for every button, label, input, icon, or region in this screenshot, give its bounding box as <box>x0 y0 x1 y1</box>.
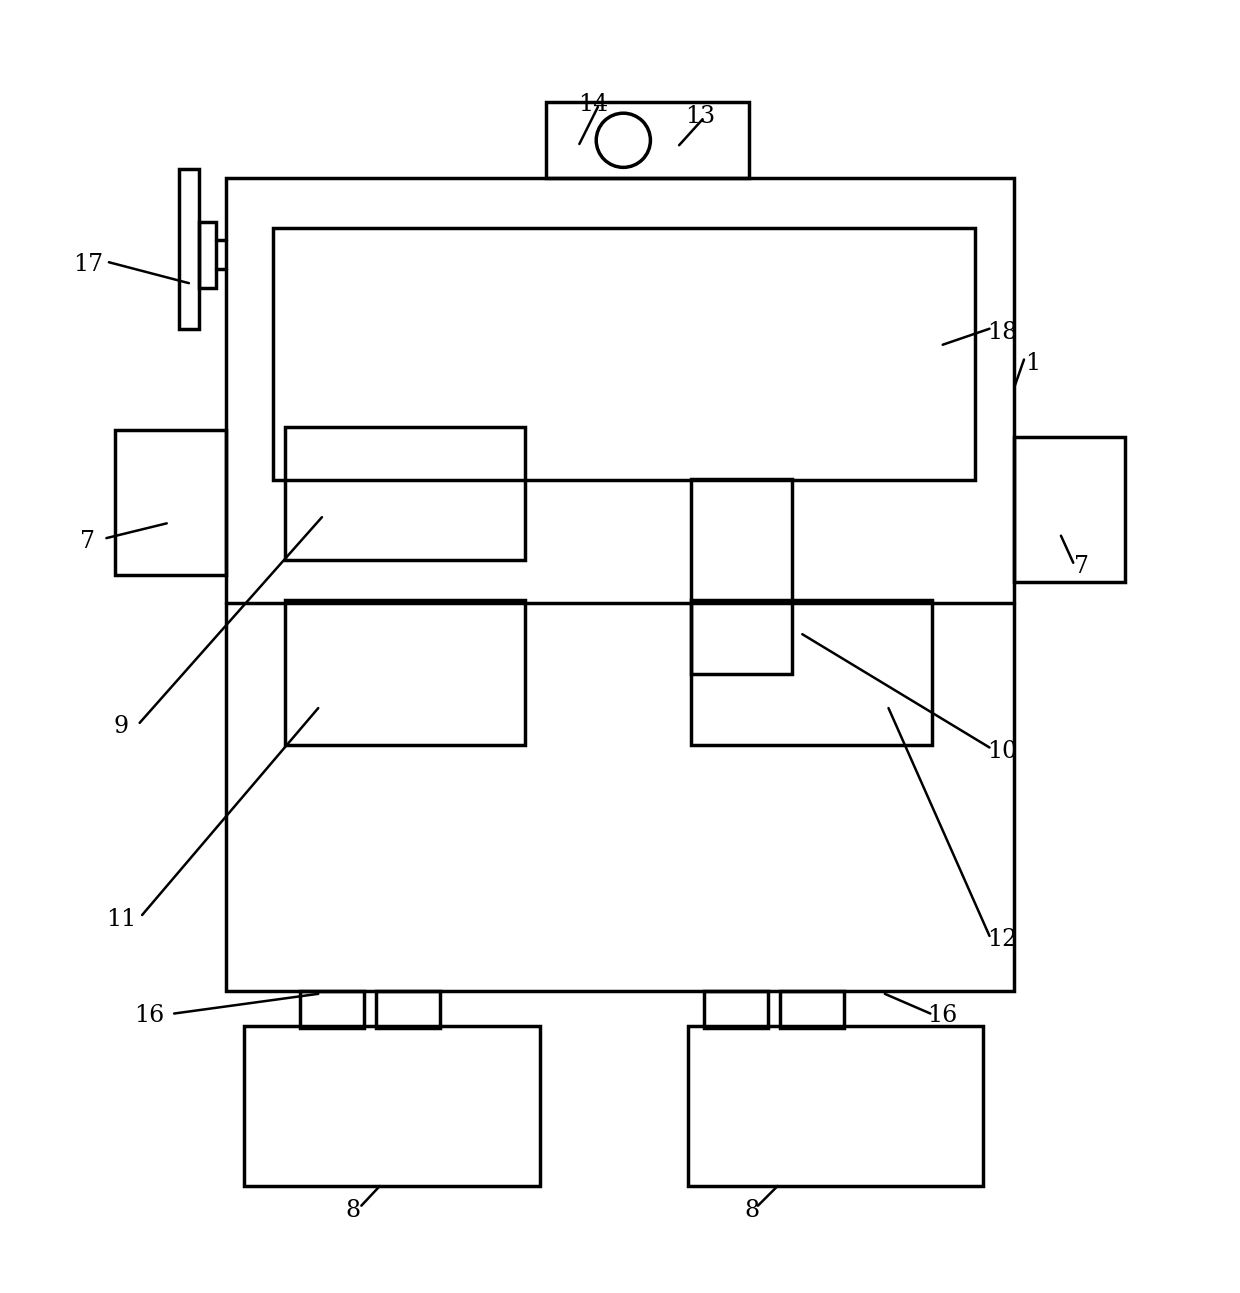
Bar <box>285 600 526 745</box>
Text: 16: 16 <box>134 1005 165 1028</box>
Bar <box>226 178 1014 992</box>
Bar <box>244 1025 539 1186</box>
Bar <box>179 168 198 328</box>
Text: 12: 12 <box>987 928 1017 952</box>
Bar <box>692 478 792 674</box>
Text: 14: 14 <box>578 93 608 116</box>
Text: 17: 17 <box>73 253 103 277</box>
Text: 8: 8 <box>744 1199 759 1222</box>
Bar <box>780 992 844 1028</box>
Bar <box>198 221 216 288</box>
Text: 13: 13 <box>684 106 715 128</box>
Bar <box>273 228 975 480</box>
Text: 7: 7 <box>1074 555 1090 578</box>
Bar <box>1014 437 1125 582</box>
Text: 8: 8 <box>345 1199 361 1222</box>
Text: 18: 18 <box>987 321 1017 344</box>
Text: 16: 16 <box>928 1005 957 1028</box>
Bar <box>115 429 226 575</box>
Bar <box>692 600 931 745</box>
Bar <box>376 992 440 1028</box>
Bar <box>285 427 526 560</box>
Text: 7: 7 <box>81 530 95 553</box>
Text: 1: 1 <box>1025 352 1040 375</box>
Text: 10: 10 <box>987 740 1017 763</box>
Text: 9: 9 <box>114 715 129 738</box>
Bar <box>688 1025 983 1186</box>
Bar <box>300 992 363 1028</box>
Bar <box>704 992 768 1028</box>
Text: 11: 11 <box>107 909 136 931</box>
Bar <box>546 102 749 178</box>
